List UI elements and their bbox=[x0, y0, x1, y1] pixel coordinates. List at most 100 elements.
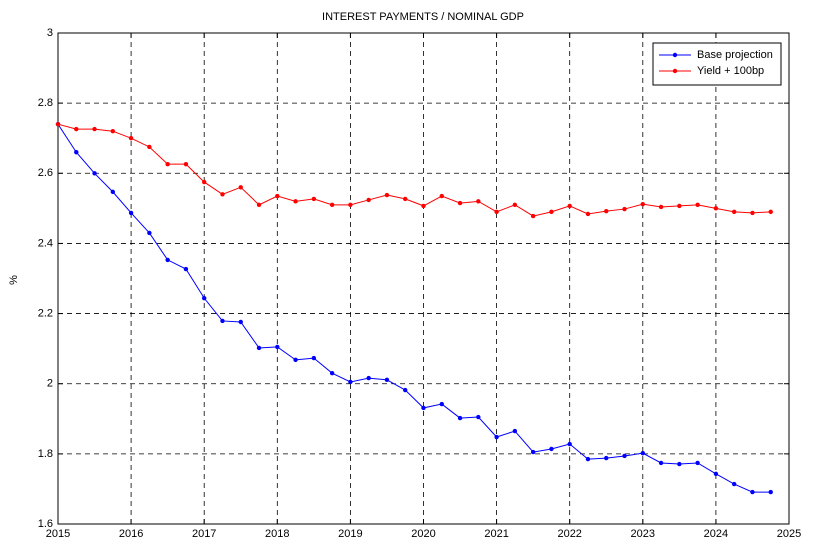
data-point bbox=[622, 453, 627, 459]
data-point bbox=[695, 460, 700, 466]
data-point bbox=[311, 196, 317, 202]
data-point bbox=[55, 121, 61, 127]
x-tick-label: 2015 bbox=[46, 528, 70, 540]
data-point bbox=[128, 136, 134, 141]
data-point bbox=[220, 318, 225, 324]
y-tick-label: 2.4 bbox=[38, 237, 53, 249]
data-point bbox=[74, 150, 79, 155]
y-tick-label: 2.2 bbox=[38, 307, 53, 319]
data-point bbox=[165, 257, 170, 263]
data-point bbox=[713, 206, 719, 211]
data-point bbox=[530, 213, 536, 219]
data-point bbox=[768, 489, 773, 495]
legend: Base projection Yield + 100bp bbox=[652, 42, 782, 86]
data-point bbox=[677, 461, 682, 467]
x-tick-label: 2020 bbox=[411, 528, 435, 540]
y-tick-label: 2 bbox=[47, 378, 53, 390]
data-point bbox=[183, 266, 189, 272]
series-line bbox=[57, 123, 771, 217]
data-point bbox=[567, 441, 572, 447]
data-point bbox=[457, 200, 463, 206]
y-tick-label: 2.6 bbox=[38, 167, 53, 179]
data-point bbox=[311, 355, 317, 361]
data-point bbox=[110, 189, 116, 195]
data-point bbox=[220, 192, 225, 197]
data-point bbox=[549, 446, 554, 452]
data-point bbox=[476, 414, 481, 420]
data-point bbox=[403, 196, 408, 202]
data-point bbox=[549, 209, 554, 215]
data-point bbox=[731, 481, 737, 487]
legend-label: Yield + 100bp bbox=[697, 65, 764, 77]
data-point bbox=[585, 456, 591, 462]
x-tick-label: 2019 bbox=[338, 528, 362, 540]
data-point bbox=[439, 401, 444, 407]
data-point bbox=[585, 211, 591, 217]
data-point bbox=[494, 209, 499, 215]
data-point bbox=[92, 126, 97, 132]
x-tick-label: 2022 bbox=[557, 528, 581, 540]
data-point bbox=[202, 179, 207, 185]
data-point bbox=[329, 370, 335, 376]
x-tick-label: 2025 bbox=[777, 528, 801, 540]
data-point bbox=[768, 209, 773, 215]
data-point bbox=[238, 185, 243, 190]
data-point bbox=[74, 126, 79, 132]
data-point bbox=[348, 202, 353, 208]
data-point bbox=[604, 208, 609, 214]
data-point bbox=[457, 415, 463, 421]
data-point bbox=[750, 489, 755, 495]
data-point bbox=[622, 206, 627, 212]
data-point bbox=[110, 129, 116, 134]
data-point bbox=[640, 450, 645, 456]
data-point bbox=[713, 471, 719, 477]
data-point bbox=[275, 344, 280, 350]
data-point bbox=[238, 319, 243, 325]
data-point bbox=[439, 193, 444, 199]
data-point bbox=[567, 203, 572, 209]
y-tick-label: 3 bbox=[47, 27, 53, 39]
data-point bbox=[512, 428, 518, 434]
data-point bbox=[366, 375, 371, 381]
data-point bbox=[293, 357, 298, 363]
data-point bbox=[677, 203, 682, 209]
data-point bbox=[128, 210, 134, 216]
plot-frame bbox=[57, 32, 790, 525]
data-point bbox=[421, 203, 426, 209]
data-point bbox=[348, 379, 353, 385]
x-tick-label: 2016 bbox=[119, 528, 143, 540]
data-point bbox=[494, 434, 499, 440]
legend-box bbox=[652, 42, 782, 86]
data-point bbox=[256, 345, 262, 351]
data-point bbox=[530, 449, 536, 455]
data-point bbox=[165, 161, 170, 167]
data-point bbox=[421, 405, 426, 411]
data-point bbox=[512, 202, 518, 208]
data-point bbox=[275, 193, 280, 199]
data-point bbox=[384, 377, 390, 383]
x-tick-label: 2017 bbox=[192, 528, 216, 540]
y-tick-label: 2.8 bbox=[38, 97, 53, 109]
data-point bbox=[366, 197, 371, 203]
legend-label: Base projection bbox=[697, 49, 773, 61]
data-point bbox=[604, 455, 609, 461]
x-tick-label: 2021 bbox=[484, 528, 508, 540]
data-point bbox=[92, 171, 97, 176]
y-axis-label: % bbox=[8, 275, 20, 285]
data-point bbox=[384, 192, 390, 198]
data-point bbox=[640, 201, 645, 207]
data-point bbox=[731, 209, 737, 215]
data-point bbox=[403, 387, 408, 393]
data-point bbox=[750, 210, 755, 216]
data-point bbox=[202, 295, 207, 301]
series-line bbox=[57, 123, 771, 493]
y-tick-label: 1.6 bbox=[38, 518, 53, 530]
chart-title: INTEREST PAYMENTS / NOMINAL GDP bbox=[322, 11, 524, 23]
data-point bbox=[293, 199, 298, 204]
data-point bbox=[147, 230, 152, 236]
legend-marker bbox=[672, 52, 678, 58]
data-point bbox=[476, 199, 481, 204]
data-point bbox=[183, 161, 189, 167]
x-tick-label: 2024 bbox=[704, 528, 728, 540]
